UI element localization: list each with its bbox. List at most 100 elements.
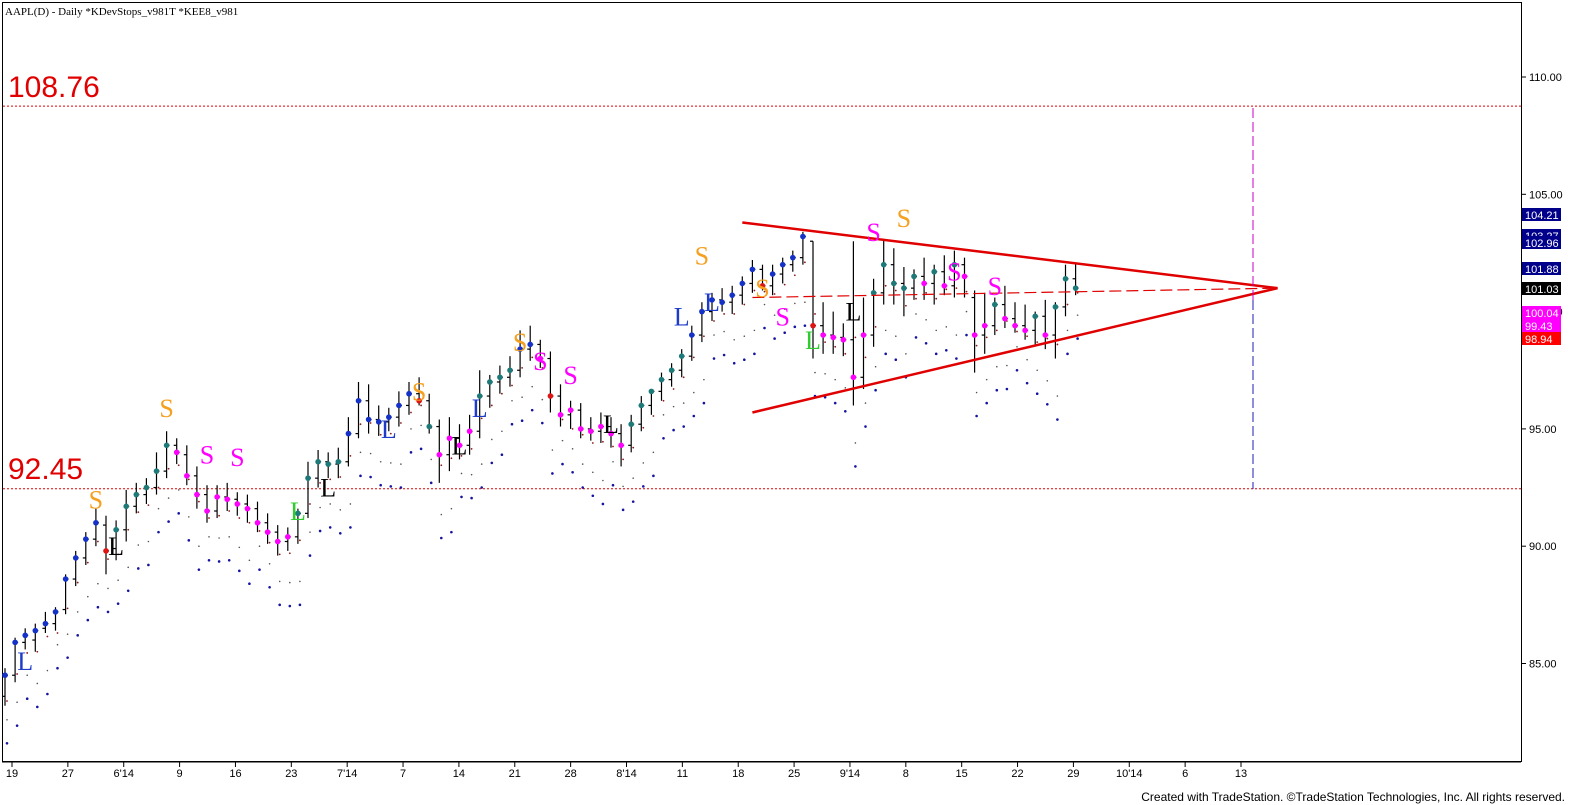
signal-S: S: [159, 394, 173, 423]
stop-dot-mid: [76, 581, 79, 584]
stop-dot-minor: [400, 463, 402, 465]
price-tag-label: 100.04: [1525, 308, 1559, 320]
stop-dot-mid: [733, 313, 736, 315]
stop-dot: [995, 388, 999, 392]
y-tick-label: 90.00: [1529, 541, 1557, 553]
bar-dot: [446, 435, 453, 442]
stop-dot: [197, 568, 201, 571]
stop-dot-minor: [26, 674, 29, 677]
stop-dot-mid: [632, 446, 635, 449]
stop-dot: [25, 697, 29, 700]
bar-dot: [1032, 313, 1038, 320]
stop-dot-mid: [46, 635, 49, 638]
stop-dot-minor: [208, 536, 210, 538]
stop-dot: [753, 352, 756, 356]
stop-dot-mid: [884, 284, 887, 287]
stop-dot: [914, 336, 918, 339]
stop-dot: [86, 618, 90, 622]
stop-dot: [934, 352, 938, 356]
stop-dot-mid: [107, 558, 109, 561]
stop-dot: [167, 520, 170, 523]
stop-dot-mid: [248, 521, 251, 524]
resistance-level-label: 108.76: [8, 71, 100, 104]
bar-dot: [598, 423, 604, 430]
stop-dot-minor: [390, 462, 392, 464]
stop-dot-minor: [854, 442, 857, 444]
stop-dot: [631, 500, 635, 503]
x-tick-label: 18: [732, 768, 744, 780]
stop-dot-minor: [238, 546, 241, 549]
price-tag-box: [1522, 282, 1561, 295]
bar-dot: [800, 233, 806, 240]
bar-dot: [32, 627, 39, 634]
signal-S: S: [866, 218, 880, 247]
x-tick-label: 19: [6, 768, 18, 780]
stop-dot-mid: [682, 376, 685, 379]
stop-dot-mid: [319, 481, 321, 484]
bar-dot: [840, 336, 847, 343]
bar-dot: [557, 412, 564, 418]
footer-credit: Created with TradeStation. ©TradeStation…: [1141, 790, 1565, 804]
bar-dot: [103, 548, 109, 554]
stop-dot-mid: [965, 290, 968, 293]
stop-dot-mid: [985, 336, 988, 339]
signal-L: L: [108, 532, 124, 561]
stop-dot: [1025, 381, 1029, 385]
bar-dot: [749, 266, 756, 273]
stop-dot-mid: [703, 335, 705, 338]
stop-dot-minor: [480, 463, 483, 465]
stop-dot-minor: [147, 540, 150, 543]
stop-dot-minor: [652, 451, 655, 454]
stop-dot-minor: [1016, 345, 1018, 348]
signal-L: L: [603, 410, 619, 439]
stop-dot: [339, 531, 342, 535]
stop-dot: [621, 508, 625, 512]
bar-dot: [901, 285, 907, 291]
stop-dot-minor: [97, 582, 99, 585]
bar-dot: [608, 430, 614, 437]
stop-dot-minor: [925, 319, 927, 321]
stop-dot: [268, 585, 271, 589]
stop-dot: [541, 421, 544, 425]
stop-dot: [763, 326, 766, 330]
bar-dot: [42, 620, 49, 627]
chart-header-title: AAPL(D) - Daily *KDevStops_v981T *KEE8_v…: [5, 6, 238, 18]
bar-dot: [729, 292, 735, 298]
bar-dot: [911, 273, 917, 280]
x-tick-label: 7'14: [337, 768, 357, 780]
stop-dot-mid: [692, 356, 695, 359]
stop-dot-mid: [723, 313, 725, 315]
stop-dot: [743, 358, 746, 361]
stop-dot-mid: [1076, 291, 1079, 294]
stop-dot: [318, 529, 322, 533]
stop-dot-mid: [218, 514, 221, 517]
bar-dot: [274, 538, 281, 545]
stop-dot-mid: [288, 552, 291, 555]
x-tick-label: 11: [677, 768, 688, 780]
bar-dot: [406, 390, 412, 397]
bar-dot: [375, 419, 382, 425]
stop-dot-minor: [258, 545, 261, 547]
bar-dot: [921, 280, 927, 287]
stop-dot: [884, 352, 887, 356]
stop-dot: [217, 560, 221, 563]
stop-dot-minor: [632, 477, 634, 479]
stop-dot: [874, 388, 877, 392]
stop-dot-mid: [1046, 337, 1049, 340]
bar-dot: [739, 280, 746, 287]
signal-S: S: [412, 377, 426, 406]
stop-dot-minor: [824, 372, 826, 375]
stop-dot: [308, 554, 312, 557]
stop-dot-minor: [460, 472, 463, 475]
stop-dot: [1015, 368, 1019, 372]
bar-dot: [285, 534, 291, 540]
x-tick-label: 16: [229, 768, 241, 780]
bar-dot: [830, 334, 836, 341]
signal-L: L: [704, 288, 720, 317]
stop-dot: [793, 325, 797, 329]
stop-dot-minor: [874, 365, 877, 368]
signal-S: S: [775, 302, 789, 331]
stop-dot: [692, 414, 696, 418]
stop-dot-minor: [723, 330, 725, 333]
